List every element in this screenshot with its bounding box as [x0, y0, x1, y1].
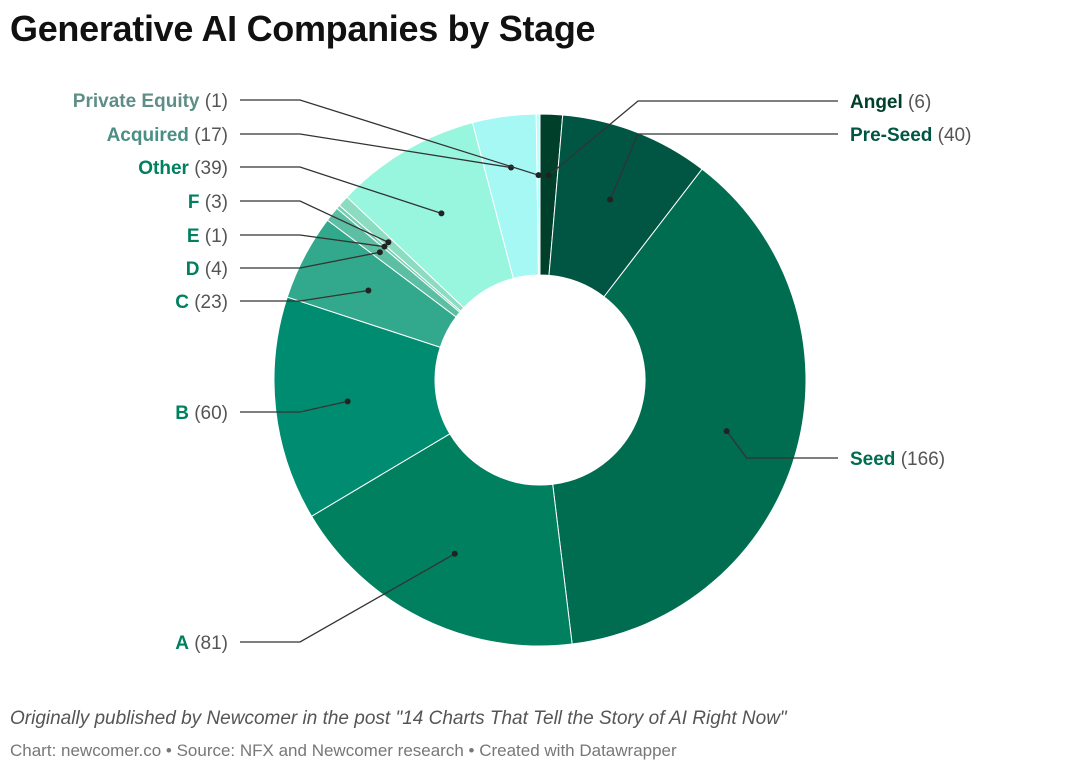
donut-chart: Angel (6) Pre-Seed (40) Seed (166) A (81) B … [73, 91, 972, 654]
footer-credits: Chart: newcomer.co • Source: NFX and New… [10, 741, 677, 760]
leader-line-private-equity [240, 99, 539, 176]
leader-line-seed [726, 430, 838, 459]
label-seed: Seed (166) [850, 449, 945, 470]
label-angel: Angel (6) [850, 92, 931, 113]
leader-dot-seed [723, 428, 730, 435]
chart-title: Generative AI Companies by Stage [10, 8, 596, 49]
leader-lines-group [240, 99, 838, 643]
label-pre-seed: Pre-Seed (40) [850, 125, 971, 146]
slice-private-equity [535, 113, 541, 276]
leader-dot-c [365, 287, 372, 294]
label-c: C (23) [175, 292, 228, 313]
slice-b [273, 296, 451, 517]
leader-dot-d [376, 249, 383, 256]
leader-line-a [240, 553, 456, 643]
label-f: F (3) [188, 192, 228, 213]
slice-seed [552, 168, 807, 645]
label-d: D (4) [186, 259, 228, 280]
leader-line-b [240, 400, 348, 413]
leader-line-acquired [240, 133, 512, 169]
leader-dot-private-equity [535, 172, 542, 179]
leader-line-f [240, 200, 389, 243]
leader-dot-other [438, 210, 445, 217]
slices-group [273, 113, 807, 647]
leader-line-angel [548, 100, 838, 176]
leader-line-other [240, 166, 442, 215]
leader-dot-angel [545, 172, 552, 179]
leader-line-c [240, 289, 369, 302]
leader-dot-pre-seed [607, 196, 614, 203]
leader-line-pre-seed [609, 133, 838, 200]
label-e: E (1) [187, 226, 228, 247]
leader-dot-e [381, 243, 388, 250]
leader-line-d [240, 251, 380, 269]
label-b: B (60) [175, 403, 228, 424]
label-private-equity: Private Equity (1) [73, 91, 228, 112]
leader-dot-f [385, 239, 392, 246]
footer-note: Originally published by Newcomer in the … [10, 708, 787, 729]
label-acquired: Acquired (17) [107, 125, 228, 146]
labels-group: Angel (6) Pre-Seed (40) Seed (166) A (81) B … [73, 91, 972, 654]
leader-dot-a [451, 550, 458, 557]
label-other: Other (39) [138, 158, 228, 179]
leader-line-e [240, 234, 385, 248]
label-a: A (81) [175, 633, 228, 654]
slice-a [310, 433, 573, 647]
leader-dot-b [344, 398, 351, 405]
